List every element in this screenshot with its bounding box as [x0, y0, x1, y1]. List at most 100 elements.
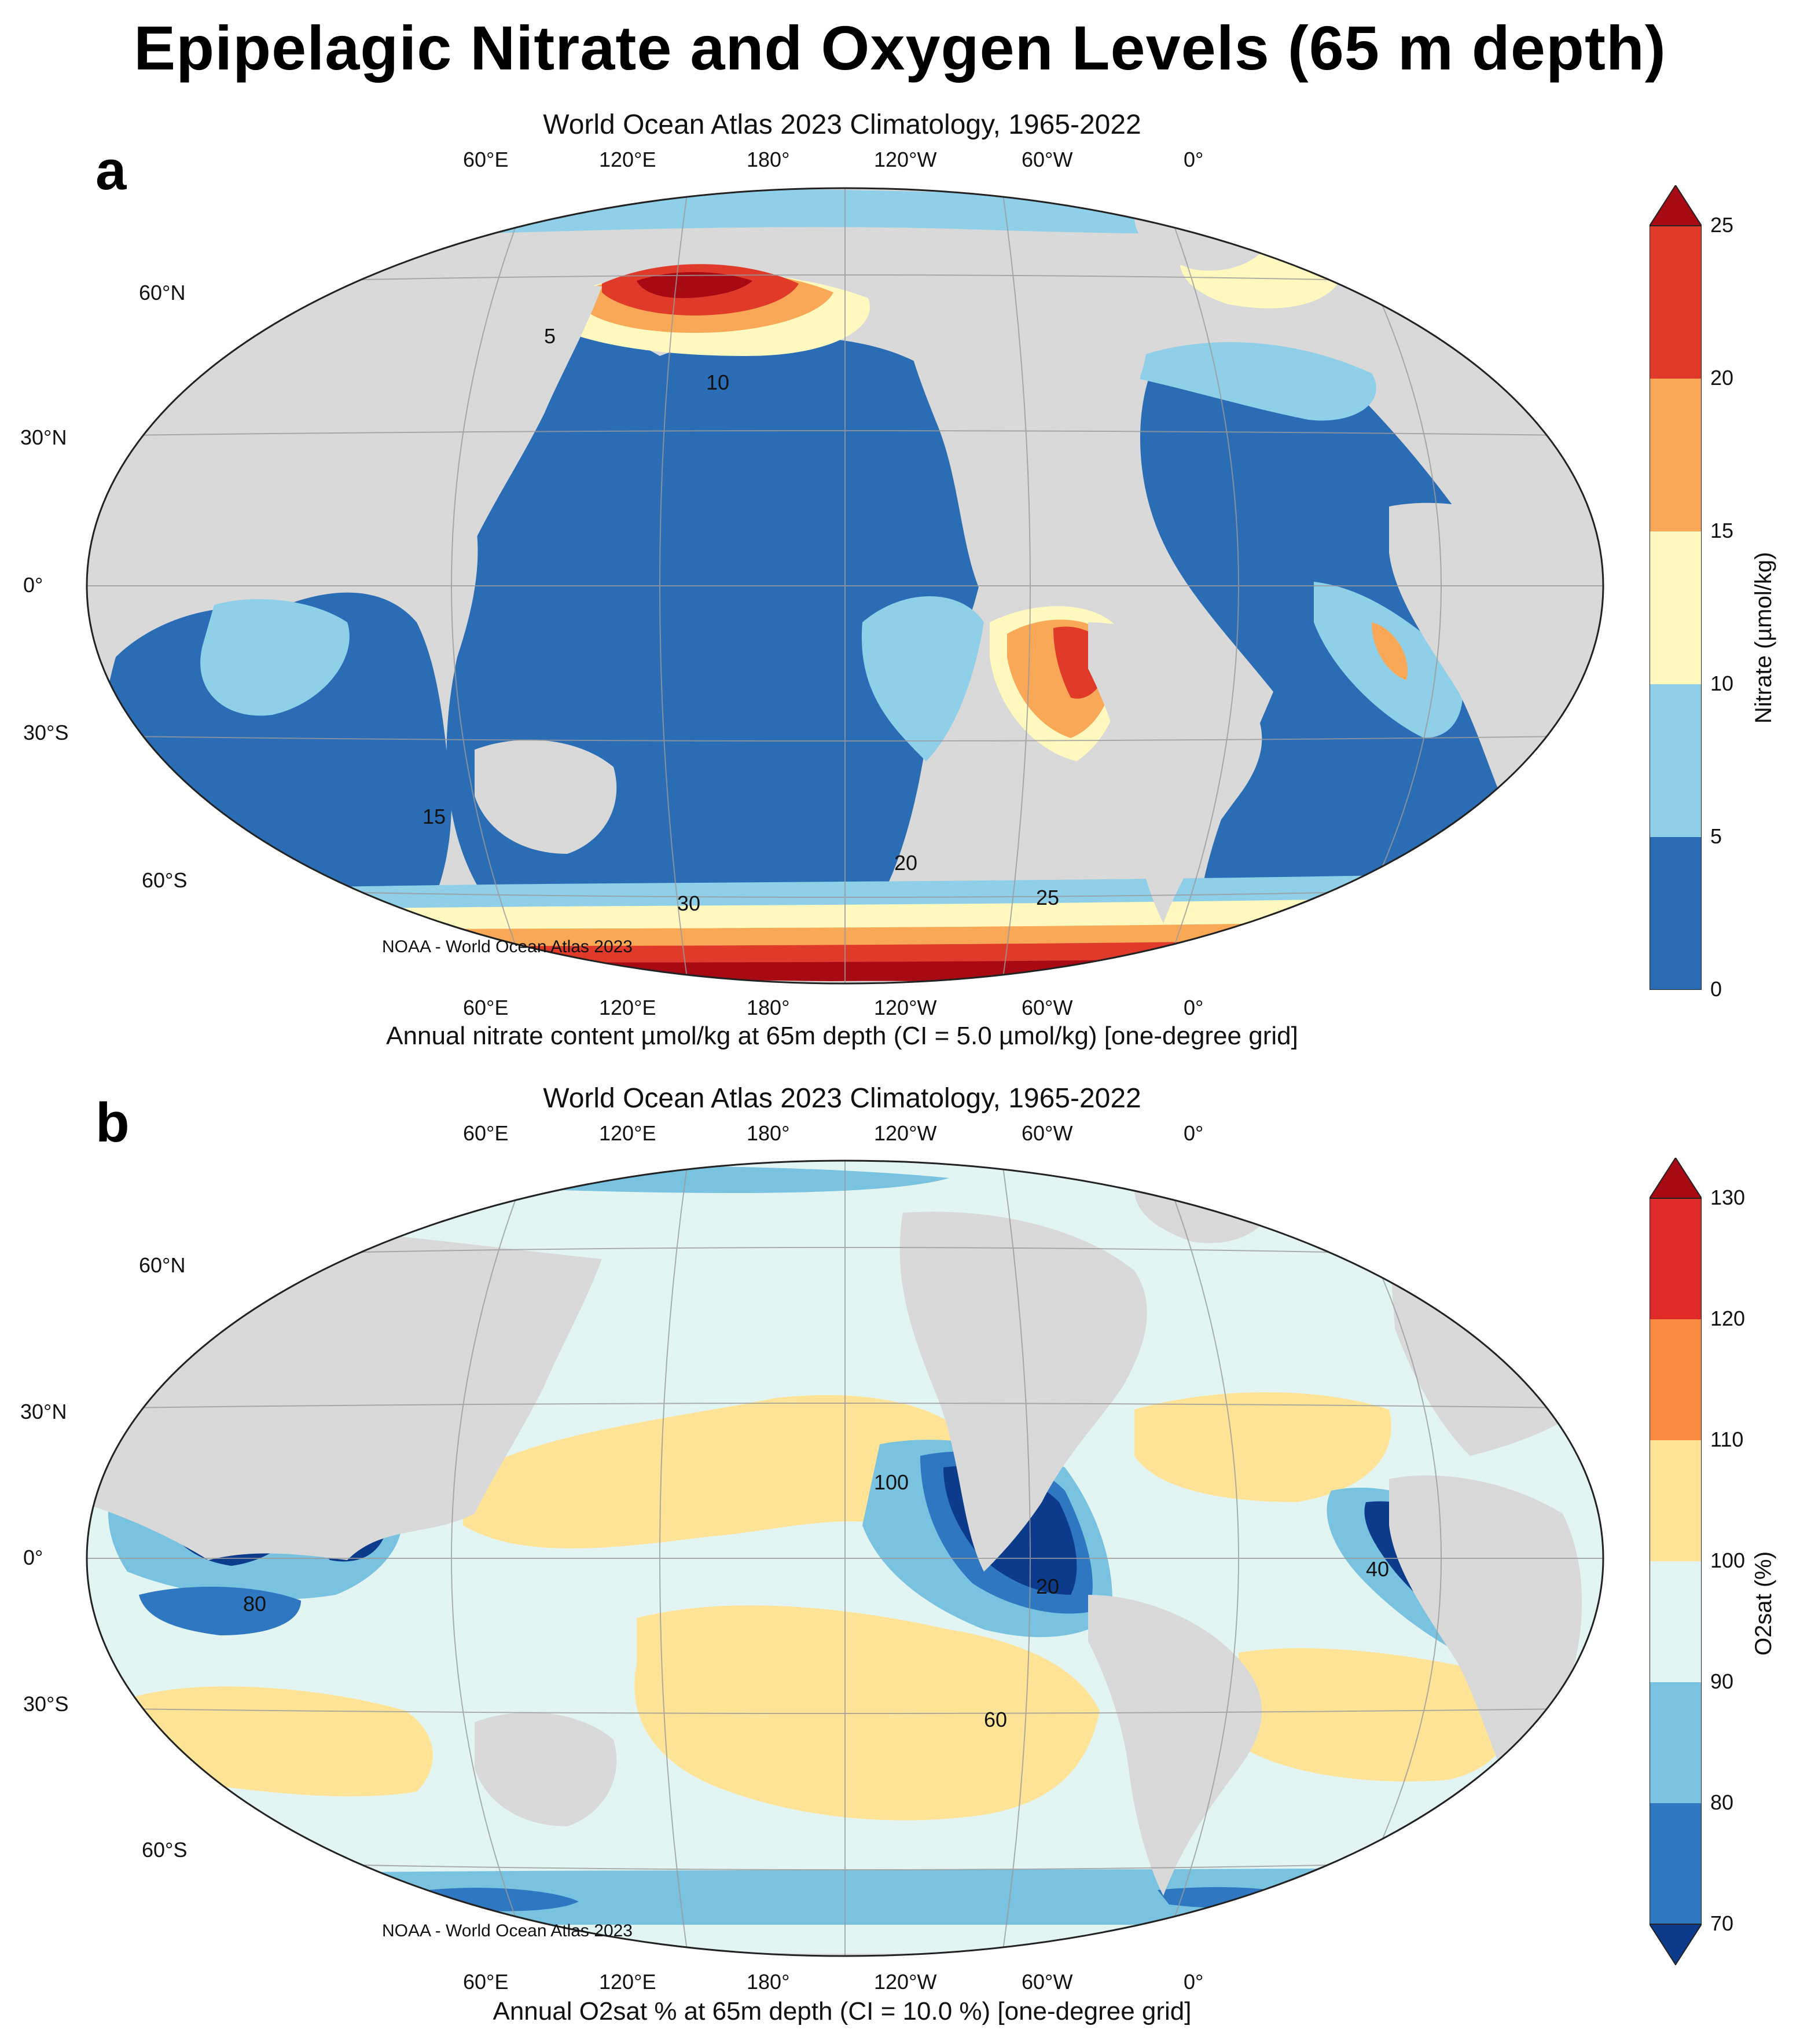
- colorbar-bin-90-100: [1650, 1561, 1702, 1682]
- lat-tick: 30°S: [23, 1692, 69, 1716]
- panel-a-caption: Annual nitrate content µmol/kg at 65m de…: [386, 1022, 1298, 1050]
- colorbar-bin-110-120: [1650, 1319, 1702, 1440]
- o2sat-s-atlantic-gyre: [1239, 1648, 1514, 1782]
- nitrate-arabian-sea: [200, 599, 350, 716]
- lon-tick-bottom: 60°W: [1022, 1970, 1073, 1994]
- colorbar-tick: 120: [1710, 1307, 1746, 1330]
- panel-a-subtitle: World Ocean Atlas 2023 Climatology, 1965…: [543, 109, 1141, 140]
- lon-tick-bottom: 120°W: [874, 996, 937, 1019]
- contour-label: 20: [894, 851, 918, 875]
- lat-tick: 0°: [23, 573, 43, 597]
- panel-b-caption: Annual O2sat % at 65m depth (CI = 10.0 %…: [493, 1997, 1192, 2025]
- colorbar-tick: 110: [1710, 1428, 1744, 1451]
- lat-tick: 30°N: [20, 1400, 67, 1423]
- lon-tick-top: 60°E: [463, 148, 509, 171]
- colorbar-tick: 20: [1710, 366, 1734, 390]
- colorbar-label: Nitrate (µmol/kg): [1751, 552, 1776, 724]
- lon-tick-top: 60°W: [1022, 1121, 1073, 1145]
- o2sat-eq-indian-80: [139, 1587, 301, 1635]
- colorbar-tick: 90: [1710, 1669, 1734, 1693]
- contour-label: 5: [544, 324, 556, 348]
- lon-tick-top: 120°E: [599, 1121, 656, 1145]
- colorbar-bin-5-10: [1650, 684, 1702, 837]
- panel-letter-a: a: [95, 140, 127, 201]
- lon-tick-top: 60°E: [463, 1121, 509, 1145]
- south-america: [1088, 1595, 1262, 1896]
- lat-tick: 30°S: [23, 721, 69, 744]
- contour-label: 15: [423, 805, 446, 828]
- lat-tick: 60°S: [142, 868, 188, 892]
- lat-tick: 30°N: [20, 425, 67, 449]
- o2sat-n-atlantic-gyre: [1134, 1392, 1391, 1502]
- lon-tick-bottom: 180°: [747, 996, 790, 1019]
- colorbar-tick: 80: [1710, 1790, 1734, 1814]
- lon-tick-bottom: 120°E: [599, 996, 656, 1019]
- figure-title: Epipelagic Nitrate and Oxygen Levels (65…: [134, 13, 1666, 83]
- nitrate-nw-pacific-darkred: [637, 272, 752, 298]
- nitrate-north-atlantic-light: [1140, 342, 1376, 421]
- colorbar-bin-20-25: [1650, 226, 1702, 379]
- nitrate-eq-pacific-light: [861, 596, 984, 761]
- map-credit: NOAA - World Ocean Atlas 2023: [382, 937, 633, 956]
- lon-tick-bottom: 120°E: [599, 1970, 656, 1994]
- africa: [1389, 502, 1582, 831]
- o2sat-map: NOAA - World Ocean Atlas 2023: [86, 1159, 1604, 1957]
- colorbar-tick: 15: [1710, 519, 1734, 542]
- lon-tick-bottom: 60°W: [1022, 996, 1073, 1019]
- lon-tick-bottom: 120°W: [874, 1970, 937, 1994]
- lat-tick: 0°: [23, 1546, 43, 1569]
- lon-tick-top: 0°: [1184, 148, 1204, 171]
- contour-label: 80: [243, 1592, 267, 1616]
- colorbar-tick: 0: [1710, 977, 1722, 1001]
- colorbar-tick: 100: [1710, 1548, 1746, 1572]
- contour-label: 20: [1036, 1575, 1060, 1598]
- lon-tick-bottom: 180°: [747, 1970, 790, 1994]
- australia: [475, 1712, 617, 1826]
- lat-tick: 60°S: [142, 1838, 188, 1862]
- lat-tick: 60°N: [139, 281, 186, 304]
- lon-tick-top: 180°: [747, 1121, 790, 1145]
- o2sat-n-pacific-gyre: [463, 1395, 984, 1548]
- lat-tick: 60°N: [139, 1253, 186, 1277]
- lon-tick-top: 120°E: [599, 148, 656, 171]
- colorbar-bin-15-20: [1650, 379, 1702, 531]
- lon-tick-bottom: 0°: [1184, 1970, 1204, 1994]
- nitrate-map: NOAA - World Ocean Atlas 2023: [86, 187, 1604, 985]
- map-border: [86, 1159, 1604, 1957]
- lon-tick-bottom: 60°E: [463, 1970, 509, 1994]
- colorbar-extend-arrow-top: [1650, 1158, 1702, 1199]
- north-america: [899, 239, 1147, 599]
- o2sat-colorbar: [1650, 1158, 1702, 1965]
- colorbar-bin-10-15: [1650, 531, 1702, 684]
- colorbar-tick: 70: [1710, 1911, 1734, 1935]
- lon-tick-bottom: 60°E: [463, 996, 509, 1019]
- colorbar-bin-70-80: [1650, 1803, 1702, 1924]
- colorbar-tick: 130: [1710, 1186, 1746, 1209]
- lon-tick-top: 180°: [747, 148, 790, 171]
- contour-label: 100: [874, 1470, 909, 1494]
- colorbar-bin-0-5: [1650, 837, 1702, 990]
- lon-tick-bottom: 0°: [1184, 996, 1204, 1019]
- map-border: [86, 187, 1604, 985]
- o2sat-southern-under-80-2: [1158, 1887, 1308, 1909]
- contour-label: 30: [677, 891, 701, 915]
- panel-b-subtitle: World Ocean Atlas 2023 Climatology, 1965…: [543, 1083, 1141, 1114]
- panel-letter-b: b: [95, 1092, 130, 1154]
- lon-tick-top: 120°W: [874, 148, 937, 171]
- lon-tick-top: 0°: [1184, 1121, 1204, 1145]
- south-america: [1088, 622, 1262, 923]
- colorbar-tick: 10: [1710, 671, 1734, 695]
- contour-label: 25: [1036, 886, 1060, 909]
- colorbar-bin-100-110: [1650, 1440, 1702, 1561]
- colorbar-bin-120-130: [1650, 1198, 1702, 1319]
- antarctica: [370, 980, 1296, 984]
- lon-tick-top: 120°W: [874, 1121, 937, 1145]
- contour-label: 40: [1366, 1557, 1390, 1581]
- contour-label: 60: [984, 1708, 1008, 1731]
- north-america: [899, 1212, 1147, 1572]
- contour-label: 10: [706, 370, 730, 394]
- nitrate-colorbar: [1650, 185, 1702, 990]
- antarctica: [370, 1953, 1296, 1956]
- o2sat-s-pacific-gyre: [634, 1605, 1100, 1821]
- map-credit: NOAA - World Ocean Atlas 2023: [382, 1921, 633, 1940]
